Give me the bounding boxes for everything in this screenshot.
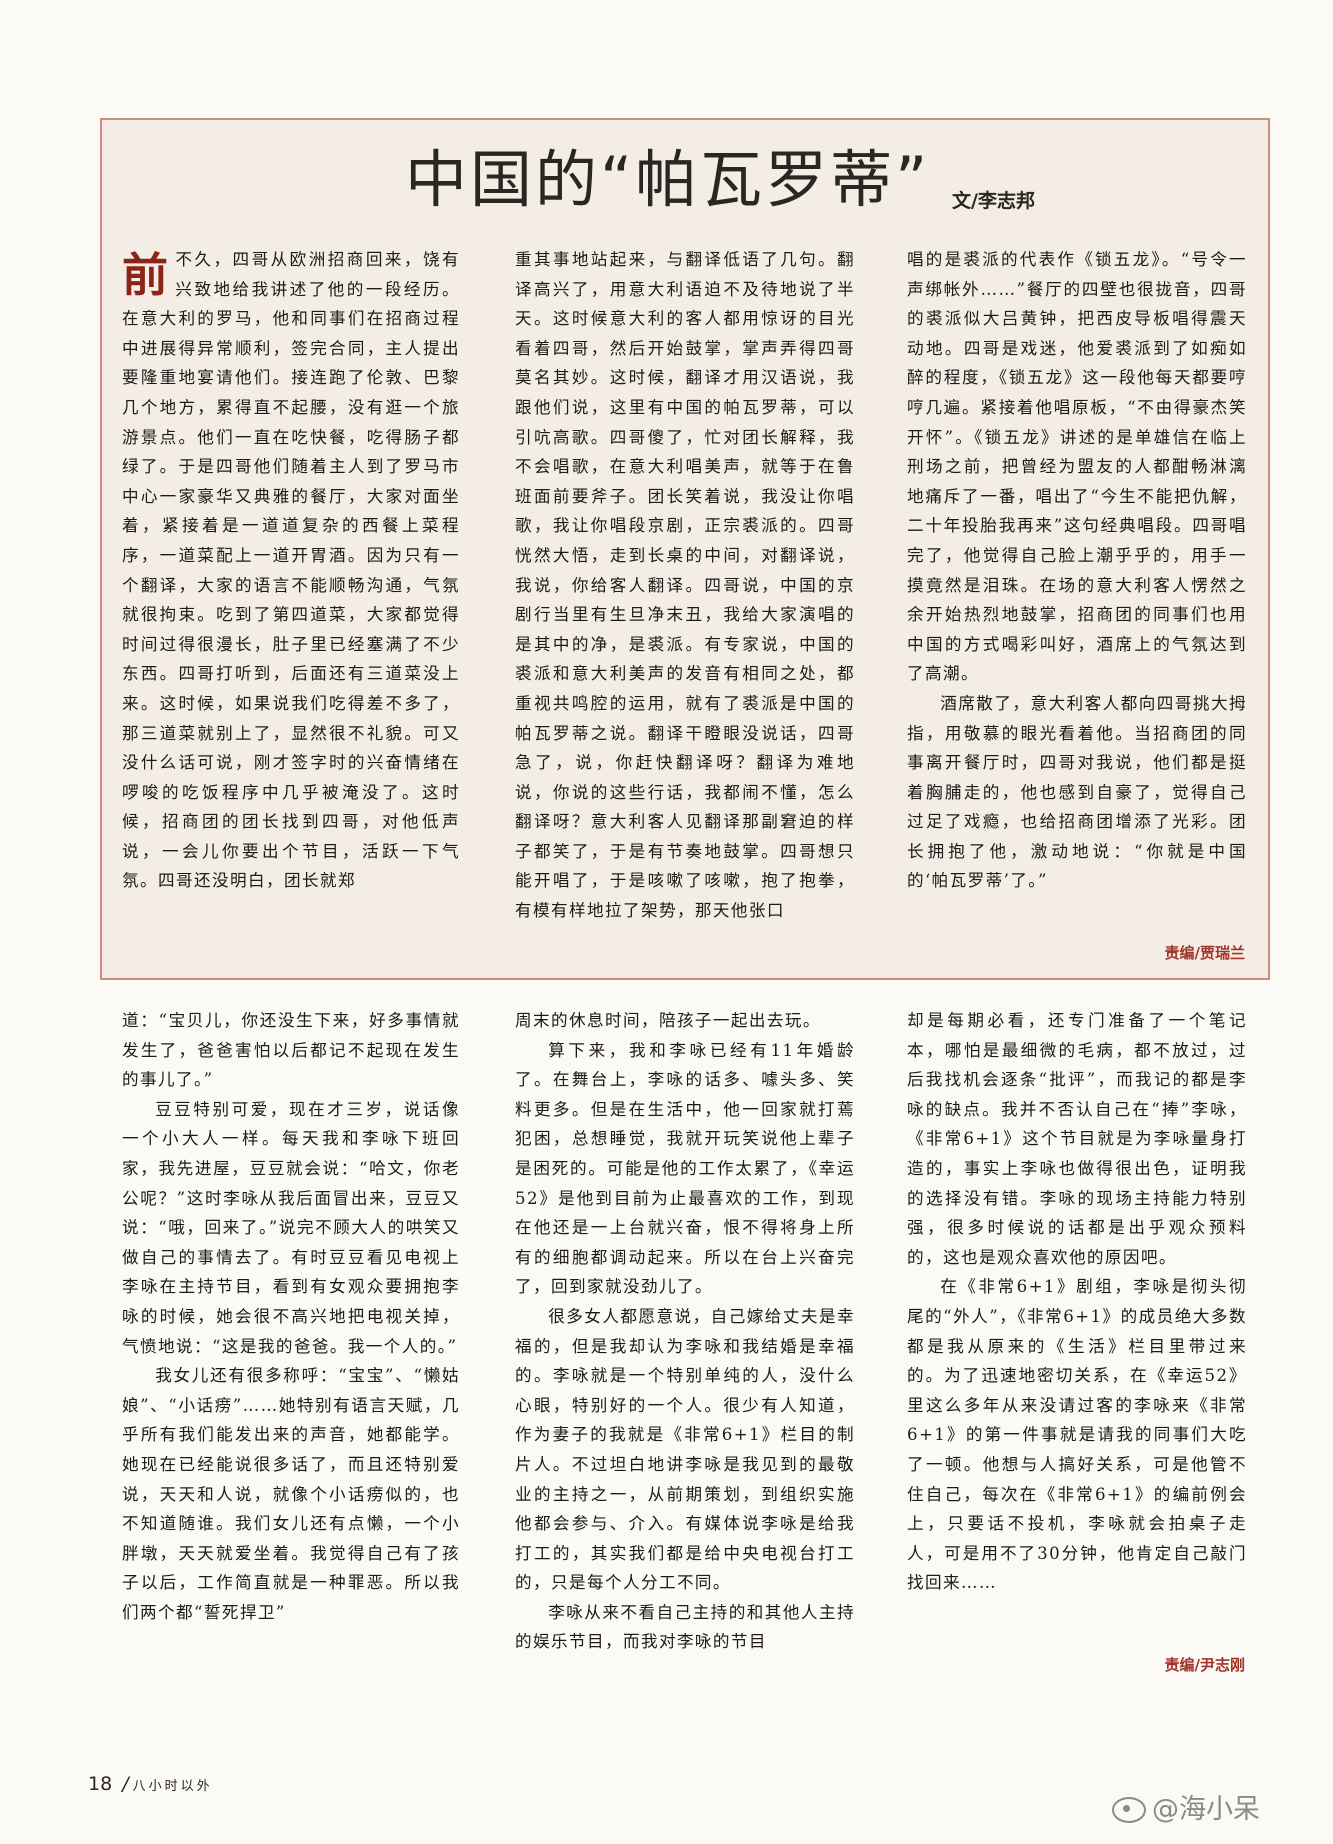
continuation-column-1: 道：“宝贝儿，你还没生下来，好多事情就发生了，爸爸害怕以后都记不起现在发生的事儿… xyxy=(122,1006,460,1627)
page-number: 18 xyxy=(88,1773,113,1795)
article-title: 中国的“帕瓦罗蒂” xyxy=(405,143,931,216)
article-column-1: 前不久，四哥从欧洲招商回来，饶有兴致地给我讲述了他的一段经历。在意大利的罗马，他… xyxy=(122,245,460,896)
continuation-column-2: 周末的休息时间，陪孩子一起出去玩。 算下来，我和李咏已经有11年婚龄了。在舞台上… xyxy=(515,1006,855,1657)
paragraph: 道：“宝贝儿，你还没生下来，好多事情就发生了，爸爸害怕以后都记不起现在发生的事儿… xyxy=(122,1011,460,1090)
article-byline: 文/李志邦 xyxy=(952,190,1035,212)
watermark-text: @海小呆 xyxy=(1152,1794,1260,1825)
drop-cap: 前 xyxy=(122,248,170,302)
paragraph: 却是每期必看，还专门准备了一个笔记本，哪怕是最细微的毛病，都不放过，过后我找机会… xyxy=(907,1011,1247,1267)
magazine-name: 八小时以外 xyxy=(132,1779,213,1794)
paragraph: 算下来，我和李咏已经有11年婚龄了。在舞台上，李咏的话多、噱头多、笑料更多。但是… xyxy=(515,1040,855,1297)
paragraph: 唱的是裘派的代表作《锁五龙》。“号令一声绑帐外……”餐厅的四壁也很拢音，四哥的裘… xyxy=(907,250,1247,684)
article-column-2: 重其事地站起来，与翻译低语了几句。翻译高兴了，用意大利语迫不及待地说了半天。这时… xyxy=(515,245,855,926)
paragraph: 重其事地站起来，与翻译低语了几句。翻译高兴了，用意大利语迫不及待地说了半天。这时… xyxy=(515,250,855,921)
watermark: @海小呆 xyxy=(1112,1790,1322,1830)
paragraph: 很多女人都愿意说，自己嫁给丈夫是幸福的，但是我却认为李咏和我结婚是幸福的。李咏就… xyxy=(515,1306,855,1593)
paragraph: 周末的休息时间，陪孩子一起出去玩。 xyxy=(515,1011,821,1030)
paragraph-text: 不久，四哥从欧洲招商回来，饶有兴致地给我讲述了他的一段经历。在意大利的罗马，他和… xyxy=(122,250,460,891)
paragraph: 我女儿还有很多称呼：“宝宝”、“懒姑娘”、“小话痨”……她特别有语言天赋，几乎所… xyxy=(122,1366,460,1622)
paragraph: 李咏从来不看自己主持的和其他人主持的娱乐节目，而我对李咏的节目 xyxy=(515,1602,855,1652)
weibo-icon xyxy=(1112,1797,1146,1823)
paragraph: 酒席散了，意大利客人都向四哥挑大拇指，用敬慕的眼光看着他。当招商团的同事离开餐厅… xyxy=(907,693,1247,891)
paragraph: 在《非常6+1》剧组，李咏是彻头彻尾的“外人”，《非常6+1》的成员绝大多数都是… xyxy=(907,1277,1247,1593)
feature-article-box xyxy=(100,118,1270,980)
editor-credit: 责编/尹志刚 xyxy=(1164,1656,1245,1674)
article-column-3: 唱的是裘派的代表作《锁五龙》。“号令一声绑帐外……”餐厅的四壁也很拢音，四哥的裘… xyxy=(907,245,1247,896)
paragraph: 豆豆特别可爱，现在才三岁，说话像一个小大人一样。每天我和李咏下班回家，我先进屋，… xyxy=(122,1099,460,1356)
continuation-column-3: 却是每期必看，还专门准备了一个笔记本，哪怕是最细微的毛病，都不放过，过后我找机会… xyxy=(907,1006,1247,1598)
footer-separator: / xyxy=(122,1773,129,1795)
page-footer: 18 /八小时以外 xyxy=(88,1771,213,1797)
editor-credit: 责编/贾瑞兰 xyxy=(1164,944,1245,962)
paragraph: 前不久，四哥从欧洲招商回来，饶有兴致地给我讲述了他的一段经历。在意大利的罗马，他… xyxy=(122,245,460,896)
